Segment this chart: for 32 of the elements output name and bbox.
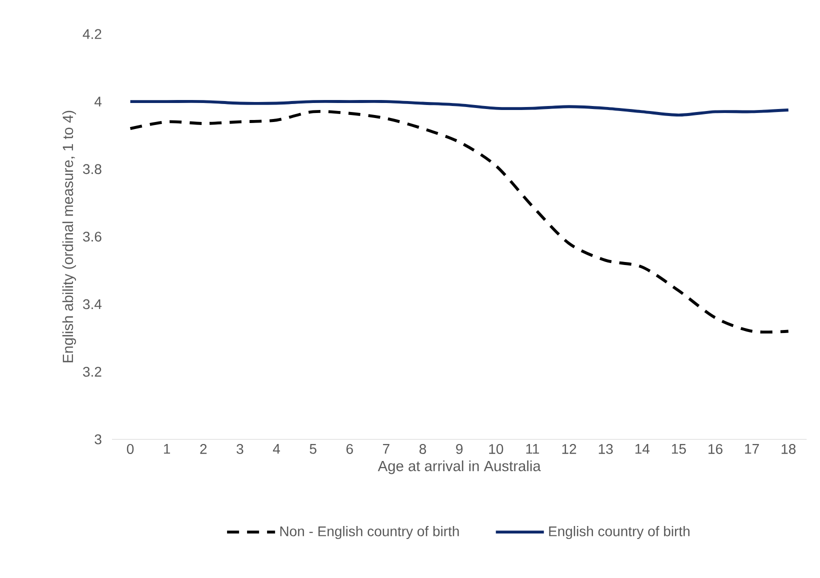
y-tick-label: 3.8 <box>83 164 102 174</box>
x-tick-label: 5 <box>310 444 316 454</box>
x-tick-label: 15 <box>672 444 686 454</box>
legend-label: English country of birth <box>549 526 690 540</box>
x-tick-label: 18 <box>782 444 796 454</box>
x-tick-label: 3 <box>236 444 244 454</box>
y-tick-label: 3.4 <box>83 299 102 310</box>
x-tick-label: 16 <box>708 444 722 454</box>
x-tick-label: 13 <box>598 444 613 454</box>
x-tick-label: 11 <box>526 444 540 454</box>
x-tick-label: 6 <box>346 444 353 454</box>
x-tick-label: 7 <box>383 444 390 454</box>
x-tick-label: 17 <box>745 444 759 454</box>
x-tick-label: 12 <box>562 444 576 454</box>
x-axis-title: Age at arrival in Australia <box>378 460 541 474</box>
x-tick-label: 2 <box>200 444 207 454</box>
y-axis-title: English ability (ordinal measure, 1 to 4) <box>62 110 76 362</box>
x-tick-label: 9 <box>456 444 463 454</box>
y-tick-label: 3.2 <box>83 366 102 377</box>
y-tick-label: 3.6 <box>83 232 102 242</box>
y-tick-label: 4.2 <box>82 29 102 39</box>
x-tick-label: 4 <box>272 444 280 454</box>
line-series <box>128 110 790 334</box>
y-tick-label: 4 <box>94 96 102 106</box>
x-tick-label: 1 <box>164 444 170 454</box>
legend-label: Non - English country of birth <box>280 526 459 540</box>
line-series <box>128 100 790 117</box>
x-tick-label: 8 <box>419 444 426 454</box>
y-tick-label: 3 <box>94 434 102 444</box>
x-tick-label: 0 <box>126 444 134 454</box>
x-tick-label: 10 <box>489 444 504 454</box>
x-tick-label: 14 <box>635 444 650 454</box>
